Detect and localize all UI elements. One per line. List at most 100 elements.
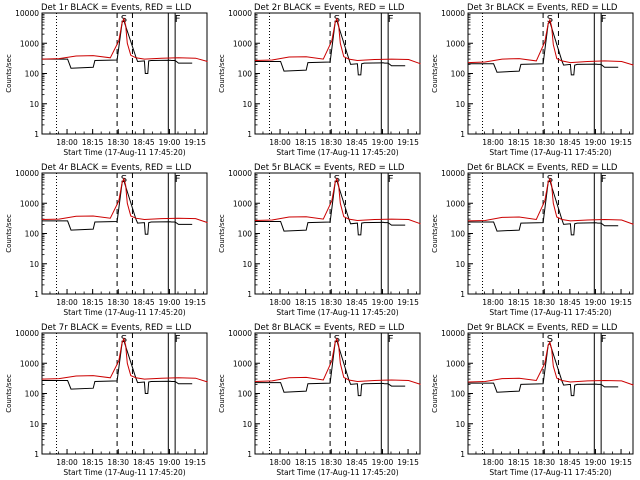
panel-title: Det 3r BLACK = Events, RED = LLD <box>467 3 618 13</box>
x-tick-label: 18:45 <box>346 458 368 467</box>
x-tick-label: 18:15 <box>508 298 530 307</box>
plot-frame <box>254 172 421 295</box>
x-axis-label: Start Time (17-Aug-11 17:45:20) <box>276 148 398 157</box>
y-tick-label: 10000 <box>15 169 39 178</box>
flag-label-f: F <box>601 14 607 25</box>
y-tick-label: 1 <box>460 290 465 299</box>
panel-title: Det 6r BLACK = Events, RED = LLD <box>467 163 618 173</box>
plot-frame <box>467 12 634 135</box>
y-tick-label: 1000 <box>20 359 39 368</box>
flag-label-f: F <box>388 14 394 25</box>
x-tick-label: 18:15 <box>82 298 104 307</box>
events-series-line <box>468 180 619 236</box>
y-tick-label: 100 <box>25 230 40 239</box>
x-tick-label: 19:00 <box>585 298 607 307</box>
plot-frame <box>41 172 208 295</box>
x-tick-label: 18:00 <box>56 138 78 147</box>
x-tick-label: 18:15 <box>295 138 317 147</box>
panel-title: Det 9r BLACK = Events, RED = LLD <box>467 323 618 333</box>
y-tick-label: 1000 <box>233 359 252 368</box>
x-tick-label: 18:30 <box>533 458 555 467</box>
lld-series-line <box>41 17 208 62</box>
x-tick-label: 18:45 <box>346 298 368 307</box>
y-tick-label: 10000 <box>228 9 252 18</box>
flag-label-f: F <box>601 174 607 185</box>
y-tick-label: 10 <box>455 260 465 269</box>
y-tick-label: 100 <box>25 70 40 79</box>
y-axis-label: Counts/sec <box>431 54 439 93</box>
y-tick-label: 1 <box>34 450 39 459</box>
panel-title: Det 8r BLACK = Events, RED = LLD <box>254 323 405 333</box>
y-axis-label: Counts/sec <box>431 374 439 413</box>
x-tick-label: 18:00 <box>56 458 78 467</box>
panel-title: Det 4r BLACK = Events, RED = LLD <box>41 163 192 173</box>
y-tick-label: 1000 <box>20 39 39 48</box>
y-tick-label: 100 <box>238 230 253 239</box>
y-tick-label: 10 <box>455 100 465 109</box>
y-tick-label: 100 <box>238 70 253 79</box>
y-tick-label: 10 <box>455 420 465 429</box>
x-tick-label: 18:15 <box>295 298 317 307</box>
events-series-line <box>255 180 406 236</box>
y-tick-label: 1000 <box>446 39 465 48</box>
x-tick-label: 18:00 <box>482 458 504 467</box>
y-tick-label: 1000 <box>233 39 252 48</box>
flag-label-f: F <box>388 334 394 345</box>
events-series-line <box>42 180 193 235</box>
x-tick-label: 18:30 <box>533 298 555 307</box>
lld-series-line <box>41 337 208 383</box>
x-tick-label: 18:45 <box>133 138 155 147</box>
panel-title: Det 7r BLACK = Events, RED = LLD <box>41 323 192 333</box>
events-series-line <box>468 21 619 76</box>
x-axis-label: Start Time (17-Aug-11 17:45:20) <box>489 468 611 477</box>
x-tick-label: 19:15 <box>610 138 632 147</box>
flag-label-f: F <box>388 174 394 185</box>
flag-label-s: S <box>547 334 553 345</box>
x-tick-label: 18:30 <box>320 298 342 307</box>
x-tick-label: 18:00 <box>269 298 291 307</box>
x-tick-label: 18:30 <box>107 298 129 307</box>
detector-panel: Det 9r BLACK = Events, RED = LLD 1 10 100 10… <box>431 323 634 477</box>
plot-frame <box>41 12 208 135</box>
y-tick-label: 1 <box>34 290 39 299</box>
y-tick-label: 10 <box>29 420 39 429</box>
x-tick-label: 18:30 <box>107 458 129 467</box>
y-tick-label: 10 <box>242 100 252 109</box>
y-axis-label: Counts/sec <box>218 54 226 93</box>
detector-panel: Det 5r BLACK = Events, RED = LLD 1 10 100 10… <box>218 163 421 317</box>
y-axis-label: Counts/sec <box>218 214 226 253</box>
x-tick-label: 18:30 <box>107 138 129 147</box>
x-tick-label: 19:15 <box>397 458 419 467</box>
y-tick-label: 10 <box>29 100 39 109</box>
flag-label-f: F <box>175 174 181 185</box>
x-tick-label: 18:15 <box>508 138 530 147</box>
x-tick-label: 19:15 <box>610 298 632 307</box>
y-tick-label: 10000 <box>441 169 465 178</box>
y-tick-label: 1000 <box>233 199 252 208</box>
detector-panel: Det 7r BLACK = Events, RED = LLD 1 10 100 10… <box>5 323 208 477</box>
y-axis-label: Counts/sec <box>5 214 13 253</box>
x-tick-label: 18:45 <box>133 298 155 307</box>
x-axis-label: Start Time (17-Aug-11 17:45:20) <box>276 308 398 317</box>
y-tick-label: 10 <box>29 260 39 269</box>
x-tick-label: 18:15 <box>82 458 104 467</box>
y-axis-label: Counts/sec <box>218 374 226 413</box>
panel-title: Det 5r BLACK = Events, RED = LLD <box>254 163 405 173</box>
x-tick-label: 18:45 <box>559 138 581 147</box>
x-tick-label: 19:00 <box>372 298 394 307</box>
x-tick-label: 18:00 <box>482 138 504 147</box>
y-tick-label: 10000 <box>441 9 465 18</box>
y-tick-label: 1000 <box>20 199 39 208</box>
x-tick-label: 19:15 <box>397 298 419 307</box>
panel-title: Det 1r BLACK = Events, RED = LLD <box>41 3 192 13</box>
x-tick-label: 18:15 <box>295 458 317 467</box>
x-axis-label: Start Time (17-Aug-11 17:45:20) <box>489 148 611 157</box>
x-tick-label: 19:00 <box>372 458 394 467</box>
y-tick-label: 10 <box>242 420 252 429</box>
x-tick-label: 18:00 <box>482 298 504 307</box>
lld-series-line <box>41 177 208 224</box>
x-tick-label: 19:15 <box>397 138 419 147</box>
y-tick-label: 100 <box>25 390 40 399</box>
y-tick-label: 1000 <box>446 359 465 368</box>
events-series-line <box>42 340 193 394</box>
